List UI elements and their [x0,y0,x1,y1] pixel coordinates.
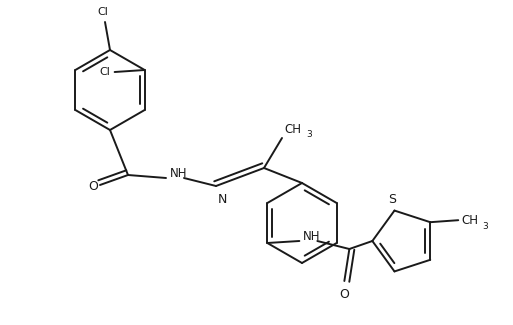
Text: Cl: Cl [97,7,108,17]
Text: 3: 3 [483,222,488,231]
Text: O: O [88,180,98,193]
Text: S: S [388,193,397,206]
Text: Cl: Cl [100,67,111,77]
Text: NH: NH [303,230,321,243]
Text: CH: CH [284,123,301,136]
Text: 3: 3 [306,130,312,139]
Text: CH: CH [461,214,478,227]
Text: O: O [340,288,349,301]
Text: N: N [218,193,227,206]
Text: NH: NH [170,167,187,180]
